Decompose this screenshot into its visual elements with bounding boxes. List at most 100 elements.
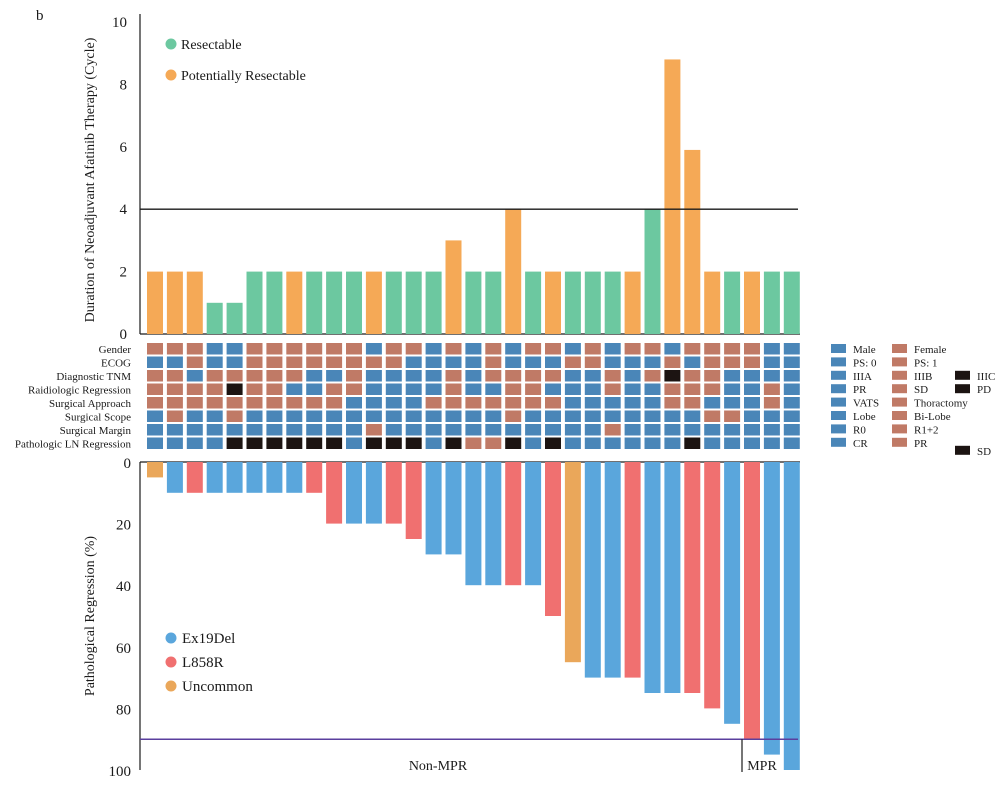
bar [744, 271, 760, 334]
bar [306, 462, 323, 493]
legend-swatch [892, 357, 907, 367]
bar [147, 462, 163, 478]
heatmap-cell [445, 356, 462, 368]
legend-swatch [831, 411, 846, 420]
heatmap-cell [664, 343, 681, 355]
heatmap-cell [226, 356, 243, 368]
heatmap-cell [186, 343, 203, 355]
heatmap-cell [266, 383, 283, 395]
heatmap-cell [704, 370, 721, 382]
heatmap-cell [564, 437, 581, 449]
legend-label: Male [853, 344, 876, 356]
row-label: Pathologic LN Regression [15, 439, 132, 451]
heatmap-cell [346, 410, 362, 422]
heatmap-cell [604, 356, 621, 368]
heatmap-cell [545, 424, 561, 436]
bar [405, 271, 422, 334]
heatmap-cell [783, 397, 800, 409]
heatmap-cell [306, 410, 323, 422]
heatmap-cell [166, 356, 183, 368]
panel-label: b [36, 8, 44, 24]
heatmap-cell [425, 370, 442, 382]
heatmap-cell [385, 410, 402, 422]
y-tick-label: 10 [112, 15, 127, 31]
bar [564, 462, 581, 663]
bar [166, 462, 183, 493]
y-axis-label: Pathological Regression (%) [83, 536, 98, 697]
bar [346, 271, 362, 334]
heatmap-cell [465, 437, 482, 449]
heatmap-cell [545, 370, 561, 382]
bar [246, 462, 263, 493]
bar [485, 271, 502, 334]
bar [783, 462, 800, 770]
heatmap-cell [385, 370, 402, 382]
bar [744, 462, 760, 740]
heatmap-cell [644, 410, 661, 422]
legend-label: IIIA [853, 371, 872, 383]
bar [385, 271, 402, 334]
bar [266, 462, 283, 493]
heatmap-cell [147, 356, 163, 368]
bar [704, 271, 721, 334]
heatmap-cell [266, 437, 283, 449]
heatmap-cell [326, 410, 343, 422]
y-tick-label: 80 [116, 702, 131, 718]
heatmap-cell [365, 410, 382, 422]
heatmap-cell [505, 383, 522, 395]
heatmap-cell [783, 383, 800, 395]
heatmap-cell [525, 383, 542, 395]
legend-label: IIIB [914, 371, 932, 383]
heatmap-cell [763, 410, 780, 422]
heatmap-cell [346, 397, 362, 409]
heatmap-cell [405, 343, 422, 355]
heatmap-cell [505, 424, 522, 436]
heatmap-cell [405, 383, 422, 395]
heatmap-cell [445, 437, 462, 449]
heatmap-cell [465, 370, 482, 382]
row-label: Gender [99, 344, 132, 356]
legend-label: PS: 1 [914, 357, 938, 369]
heatmap-cell [485, 410, 502, 422]
bar [266, 271, 283, 334]
heatmap-cell [624, 410, 641, 422]
heatmap-cell [346, 356, 362, 368]
heatmap-cell [286, 437, 303, 449]
heatmap-cell [644, 437, 661, 449]
heatmap-cell [684, 343, 701, 355]
bar [385, 462, 402, 524]
heatmap-cell [744, 397, 760, 409]
heatmap-cell [405, 356, 422, 368]
bar [405, 462, 422, 539]
heatmap-cell [724, 356, 741, 368]
duration-chart: 0 2 4 6 8 10 Duration of Neoadjuvant Afatinib … [83, 14, 800, 343]
bar [624, 271, 641, 334]
heatmap-cell [604, 397, 621, 409]
heatmap-cell [664, 370, 681, 382]
heatmap-cell [186, 383, 203, 395]
heatmap-cell [505, 397, 522, 409]
bar [166, 271, 183, 334]
heatmap-cell [166, 383, 183, 395]
heatmap-cell [684, 370, 701, 382]
bar [704, 462, 721, 709]
heatmap-cell [724, 383, 741, 395]
heatmap-cell [724, 370, 741, 382]
bar [724, 462, 741, 724]
heatmap-cell [266, 397, 283, 409]
legend-label: Uncommon [182, 679, 253, 695]
heatmap-cell [525, 343, 542, 355]
heatmap-cell [584, 424, 601, 436]
legend-label: PR [853, 384, 867, 396]
heatmap-cell [624, 343, 641, 355]
bar [604, 271, 621, 334]
heatmap-cell [266, 424, 283, 436]
heatmap-cell [246, 343, 263, 355]
row-label: Diagnostic TNM [56, 371, 131, 383]
heatmap-cell [445, 397, 462, 409]
legend-swatch [831, 424, 846, 434]
heatmap-cell [246, 424, 263, 436]
legend-label: R1+2 [914, 424, 939, 436]
bar [763, 462, 780, 755]
heatmap-cell [206, 437, 223, 449]
